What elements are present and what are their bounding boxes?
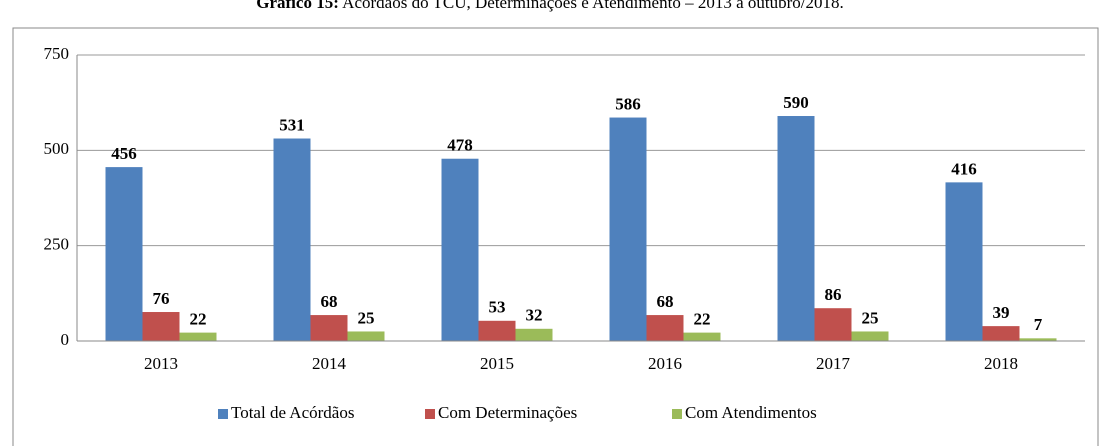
- bar: [945, 182, 983, 341]
- value-label: 25: [358, 308, 375, 327]
- chart-title: Gráfico 15: Acórdãos do TCU, Determinaçõ…: [256, 0, 843, 12]
- legend-swatch: [425, 409, 435, 419]
- value-label: 416: [951, 159, 977, 178]
- title-label: Gráfico 15:: [256, 0, 339, 12]
- x-tick-label: 2018: [984, 354, 1018, 373]
- y-tick-label: 500: [44, 139, 70, 158]
- legend-swatch: [672, 409, 682, 419]
- value-label: 590: [783, 93, 809, 112]
- value-label: 22: [694, 310, 711, 329]
- x-tick-label: 2013: [144, 354, 178, 373]
- value-label: 586: [615, 94, 641, 113]
- value-label: 39: [993, 303, 1010, 322]
- bar: [347, 331, 385, 341]
- value-label: 25: [862, 308, 879, 327]
- legend-swatch: [218, 409, 228, 419]
- legend-label: Total de Acórdãos: [231, 403, 354, 422]
- value-label: 7: [1034, 315, 1043, 334]
- bar: [851, 331, 889, 341]
- bar: [683, 332, 721, 341]
- bar: [441, 158, 479, 341]
- legend-label: Com Determinações: [438, 403, 577, 422]
- y-tick-label: 250: [44, 235, 70, 254]
- bar: [646, 315, 684, 341]
- bar: [982, 326, 1020, 341]
- x-tick-label: 2017: [816, 354, 851, 373]
- bar: [777, 116, 815, 341]
- value-label: 531: [279, 115, 305, 134]
- bar: [273, 138, 311, 341]
- value-label: 456: [111, 144, 137, 163]
- bar: [179, 332, 217, 341]
- bar: [142, 312, 180, 341]
- value-label: 86: [825, 285, 842, 304]
- bar: [609, 117, 647, 341]
- x-tick-label: 2015: [480, 354, 514, 373]
- value-label: 32: [526, 306, 543, 325]
- x-tick-label: 2016: [648, 354, 682, 373]
- bar: [515, 328, 553, 341]
- value-label: 68: [657, 292, 674, 311]
- bar: [814, 308, 852, 341]
- bar: [1019, 338, 1057, 341]
- bar: [478, 320, 516, 341]
- value-label: 68: [321, 292, 338, 311]
- x-tick-label: 2014: [312, 354, 347, 373]
- bar: [105, 167, 143, 341]
- value-label: 22: [190, 310, 207, 329]
- value-label: 478: [447, 136, 473, 155]
- value-label: 53: [489, 298, 506, 317]
- legend-label: Com Atendimentos: [685, 403, 817, 422]
- title-text: Acórdãos do TCU, Determinações e Atendim…: [342, 0, 844, 12]
- y-tick-label: 750: [44, 44, 70, 63]
- y-tick-label: 0: [61, 330, 70, 349]
- chart-frame: [12, 27, 1099, 446]
- bar: [310, 315, 348, 341]
- value-label: 76: [153, 289, 170, 308]
